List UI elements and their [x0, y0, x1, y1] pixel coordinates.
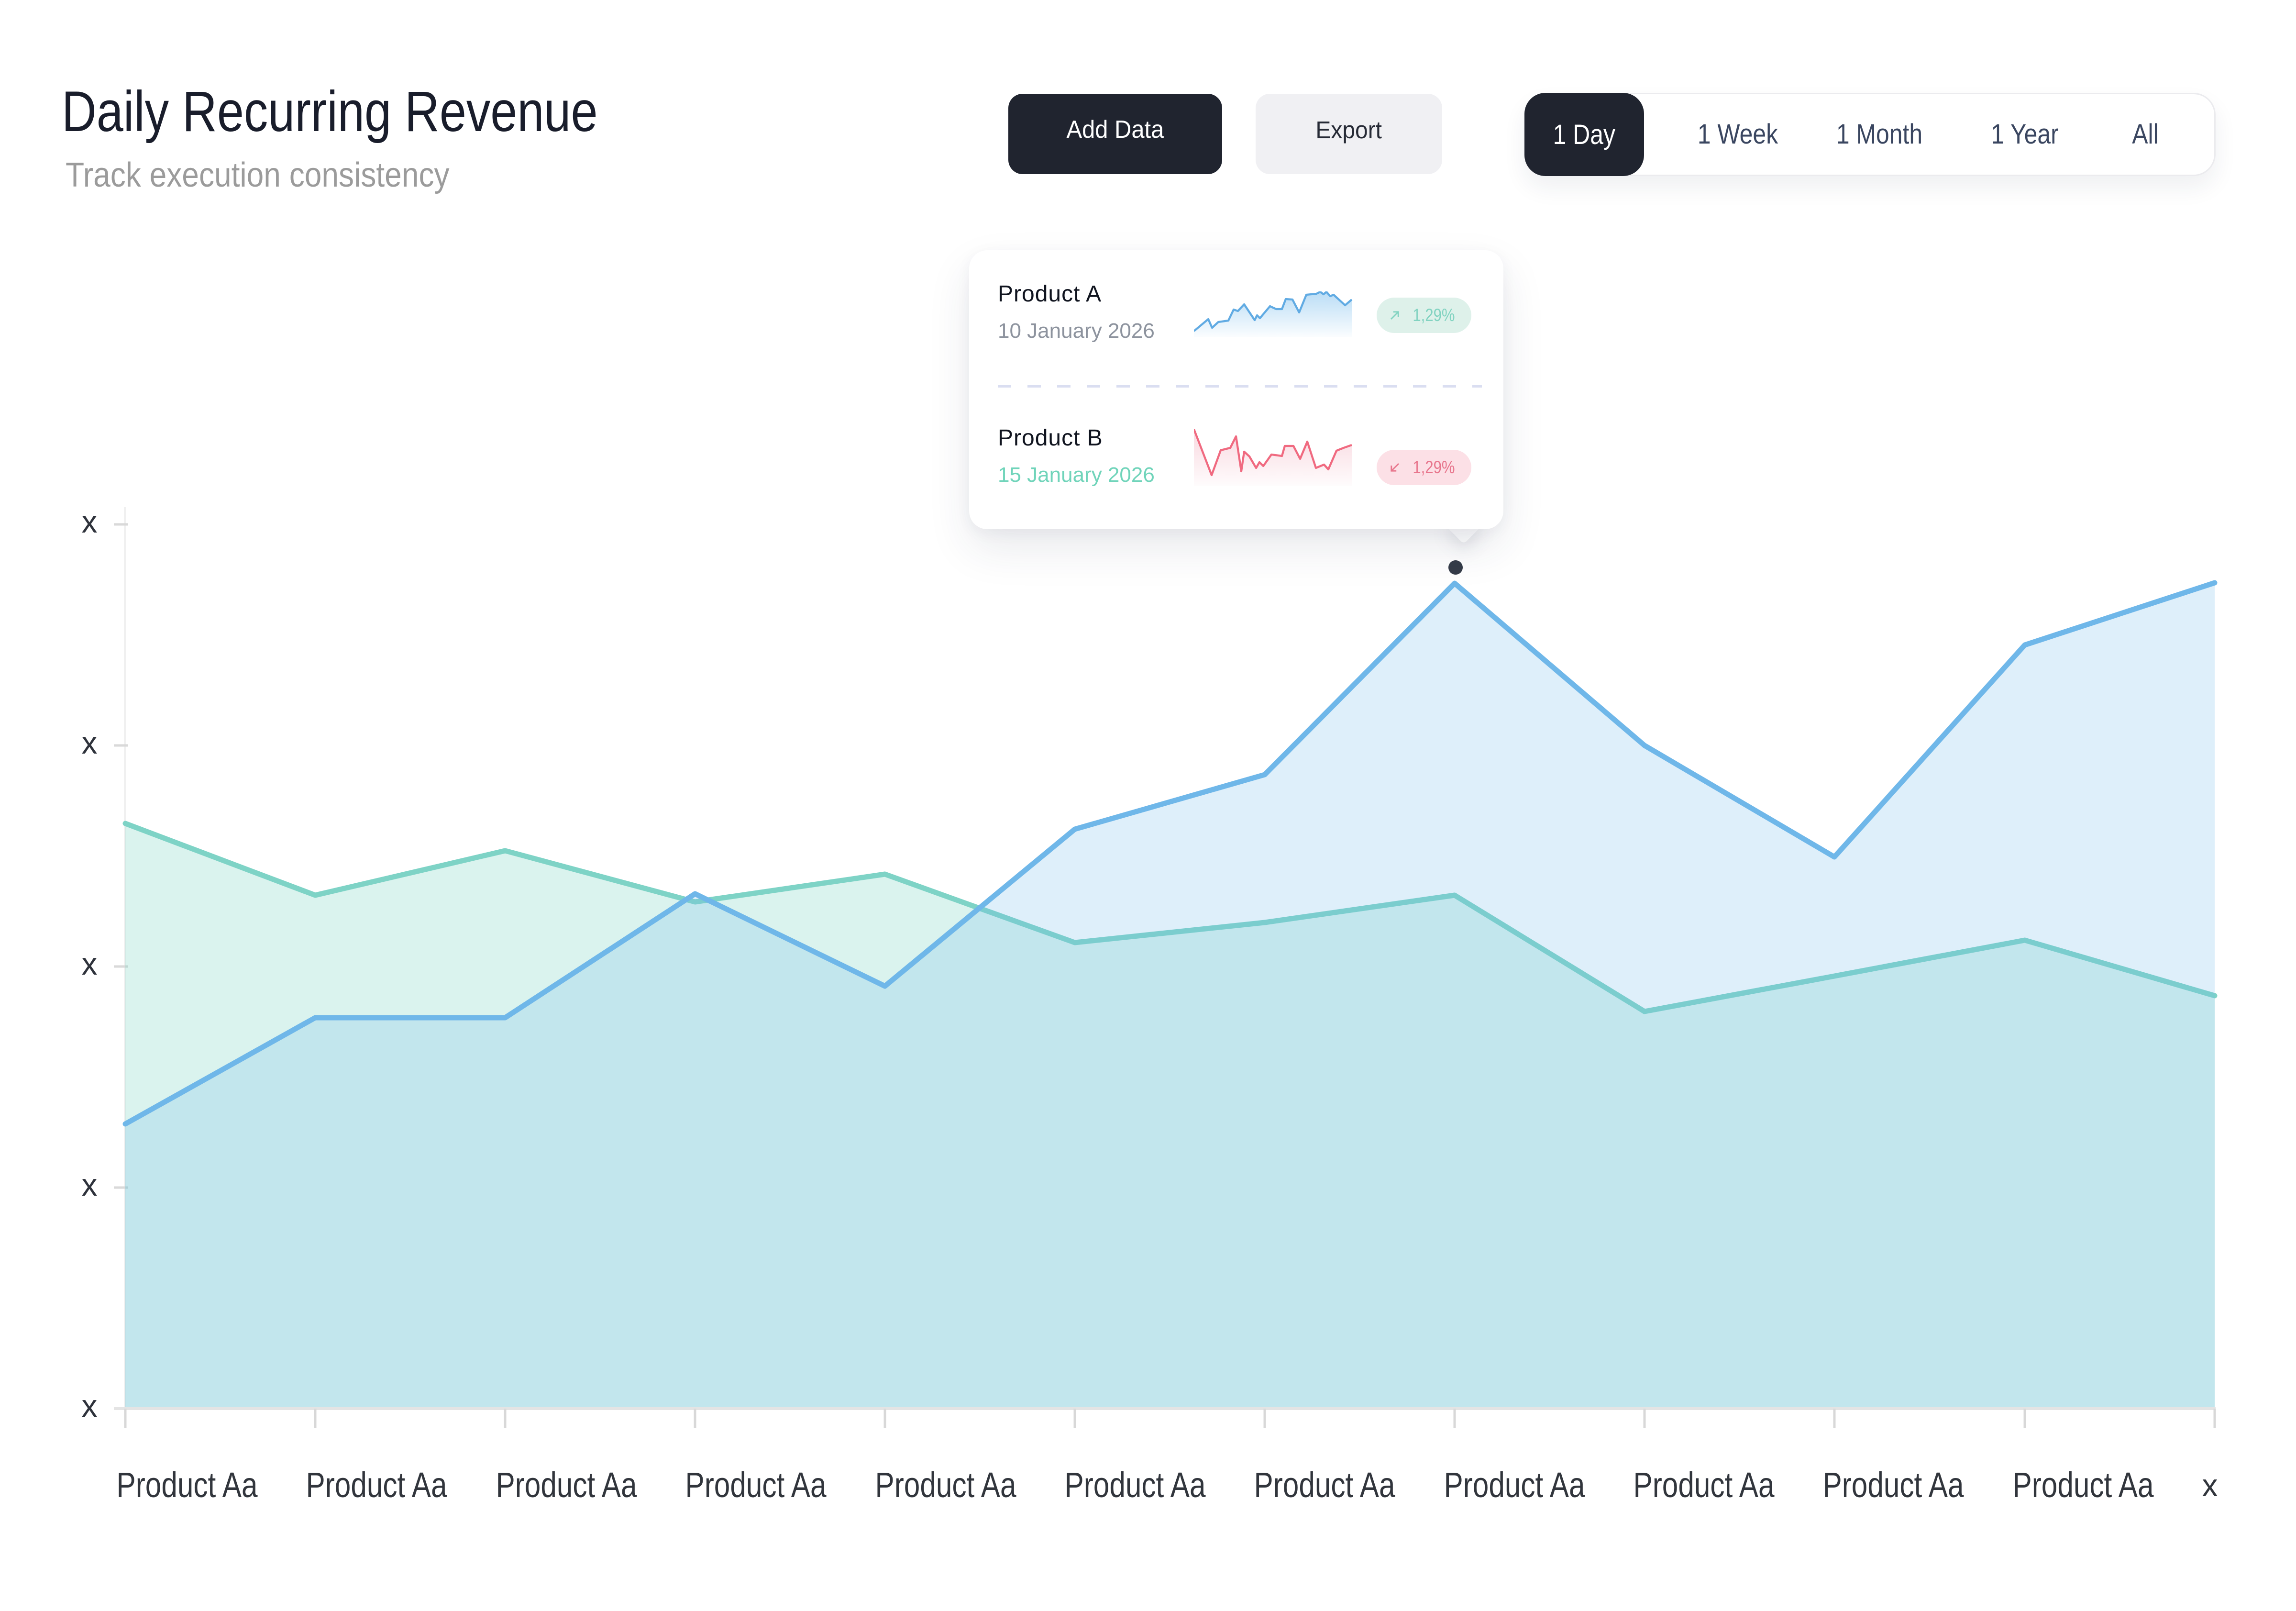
svg-text:x: x	[82, 1388, 98, 1423]
svg-text:x: x	[82, 1167, 98, 1202]
svg-text:x: x	[2202, 1467, 2218, 1503]
svg-text:Product Aa: Product Aa	[1065, 1465, 1206, 1505]
svg-text:Product Aa: Product Aa	[1823, 1465, 1965, 1505]
svg-text:Product Aa: Product Aa	[1444, 1465, 1586, 1505]
svg-text:x: x	[82, 504, 98, 539]
svg-text:Product Aa: Product Aa	[496, 1465, 638, 1505]
svg-text:x: x	[82, 946, 98, 981]
svg-text:Product Aa: Product Aa	[875, 1465, 1017, 1505]
svg-text:Product Aa: Product Aa	[2013, 1465, 2154, 1505]
svg-text:Product Aa: Product Aa	[1634, 1465, 1775, 1505]
svg-text:x: x	[82, 725, 98, 760]
svg-text:Product Aa: Product Aa	[117, 1465, 258, 1505]
svg-text:Product Aa: Product Aa	[1254, 1465, 1396, 1505]
svg-text:Product Aa: Product Aa	[685, 1465, 827, 1505]
svg-text:Product Aa: Product Aa	[306, 1465, 448, 1505]
